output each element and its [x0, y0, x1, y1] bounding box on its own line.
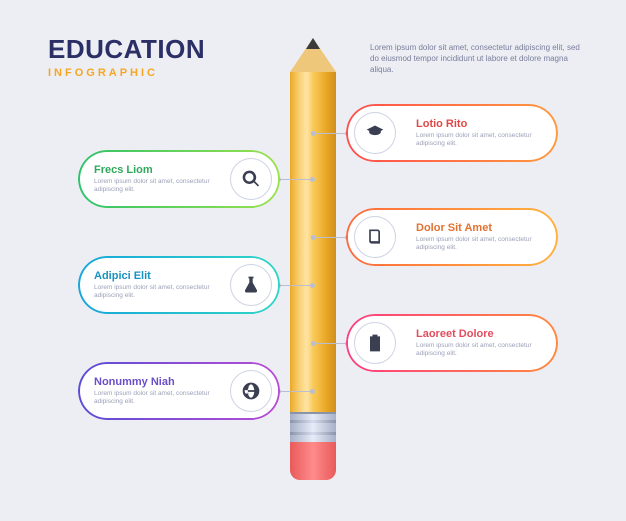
callout-laoreet-dolore: Laoreet Dolore Lorem ipsum dolor sit amet…: [348, 316, 556, 370]
page-title: EDUCATION: [48, 34, 205, 65]
pencil-eraser: [290, 442, 336, 480]
pencil-tip: [290, 38, 336, 72]
callout-desc: Lorem ipsum dolor sit amet, consectetur …: [94, 178, 210, 195]
intro-text: Lorem ipsum dolor sit amet, consectetur …: [370, 42, 580, 76]
callout-lotio-rito: Lotio Rito Lorem ipsum dolor sit amet, co…: [348, 106, 556, 160]
callout-desc: Lorem ipsum dolor sit amet, consectetur …: [416, 236, 541, 253]
connector: [313, 237, 348, 238]
connector: [278, 285, 313, 286]
pencil-ferrule: [290, 412, 336, 442]
clipboard-icon: [348, 316, 402, 370]
connector: [313, 133, 348, 134]
callout-adipici-elit: Adipici Elit Lorem ipsum dolor sit amet, …: [80, 258, 278, 312]
globe-icon: [224, 364, 278, 418]
connector: [313, 343, 348, 344]
callout-label: Lotio Rito: [416, 118, 541, 130]
connector: [278, 179, 313, 180]
page-subtitle: INFOGRAPHIC: [48, 67, 205, 79]
pencil-barrel: [290, 72, 336, 412]
callout-desc: Lorem ipsum dolor sit amet, consectetur …: [416, 132, 541, 149]
connector: [278, 391, 313, 392]
header: EDUCATION INFOGRAPHIC: [48, 34, 205, 79]
callout-frecs-liom: Frecs Liom Lorem ipsum dolor sit amet, co…: [80, 152, 278, 206]
magnifier-icon: [224, 152, 278, 206]
callout-label: Frecs Liom: [94, 164, 210, 176]
pencil-graphic: [290, 38, 336, 486]
callout-desc: Lorem ipsum dolor sit amet, consectetur …: [94, 390, 210, 407]
callout-label: Adipici Elit: [94, 270, 210, 282]
callout-dolor-sit: Dolor Sit Amet Lorem ipsum dolor sit amet…: [348, 210, 556, 264]
flask-icon: [224, 258, 278, 312]
callout-label: Nonummy Niah: [94, 376, 210, 388]
callout-nonummy-niah: Nonummy Niah Lorem ipsum dolor sit amet, …: [80, 364, 278, 418]
callout-label: Dolor Sit Amet: [416, 222, 541, 234]
callout-label: Laoreet Dolore: [416, 328, 541, 340]
callout-desc: Lorem ipsum dolor sit amet, consectetur …: [94, 284, 210, 301]
grad-cap-icon: [348, 106, 402, 160]
book-icon: [348, 210, 402, 264]
callout-desc: Lorem ipsum dolor sit amet, consectetur …: [416, 342, 541, 359]
